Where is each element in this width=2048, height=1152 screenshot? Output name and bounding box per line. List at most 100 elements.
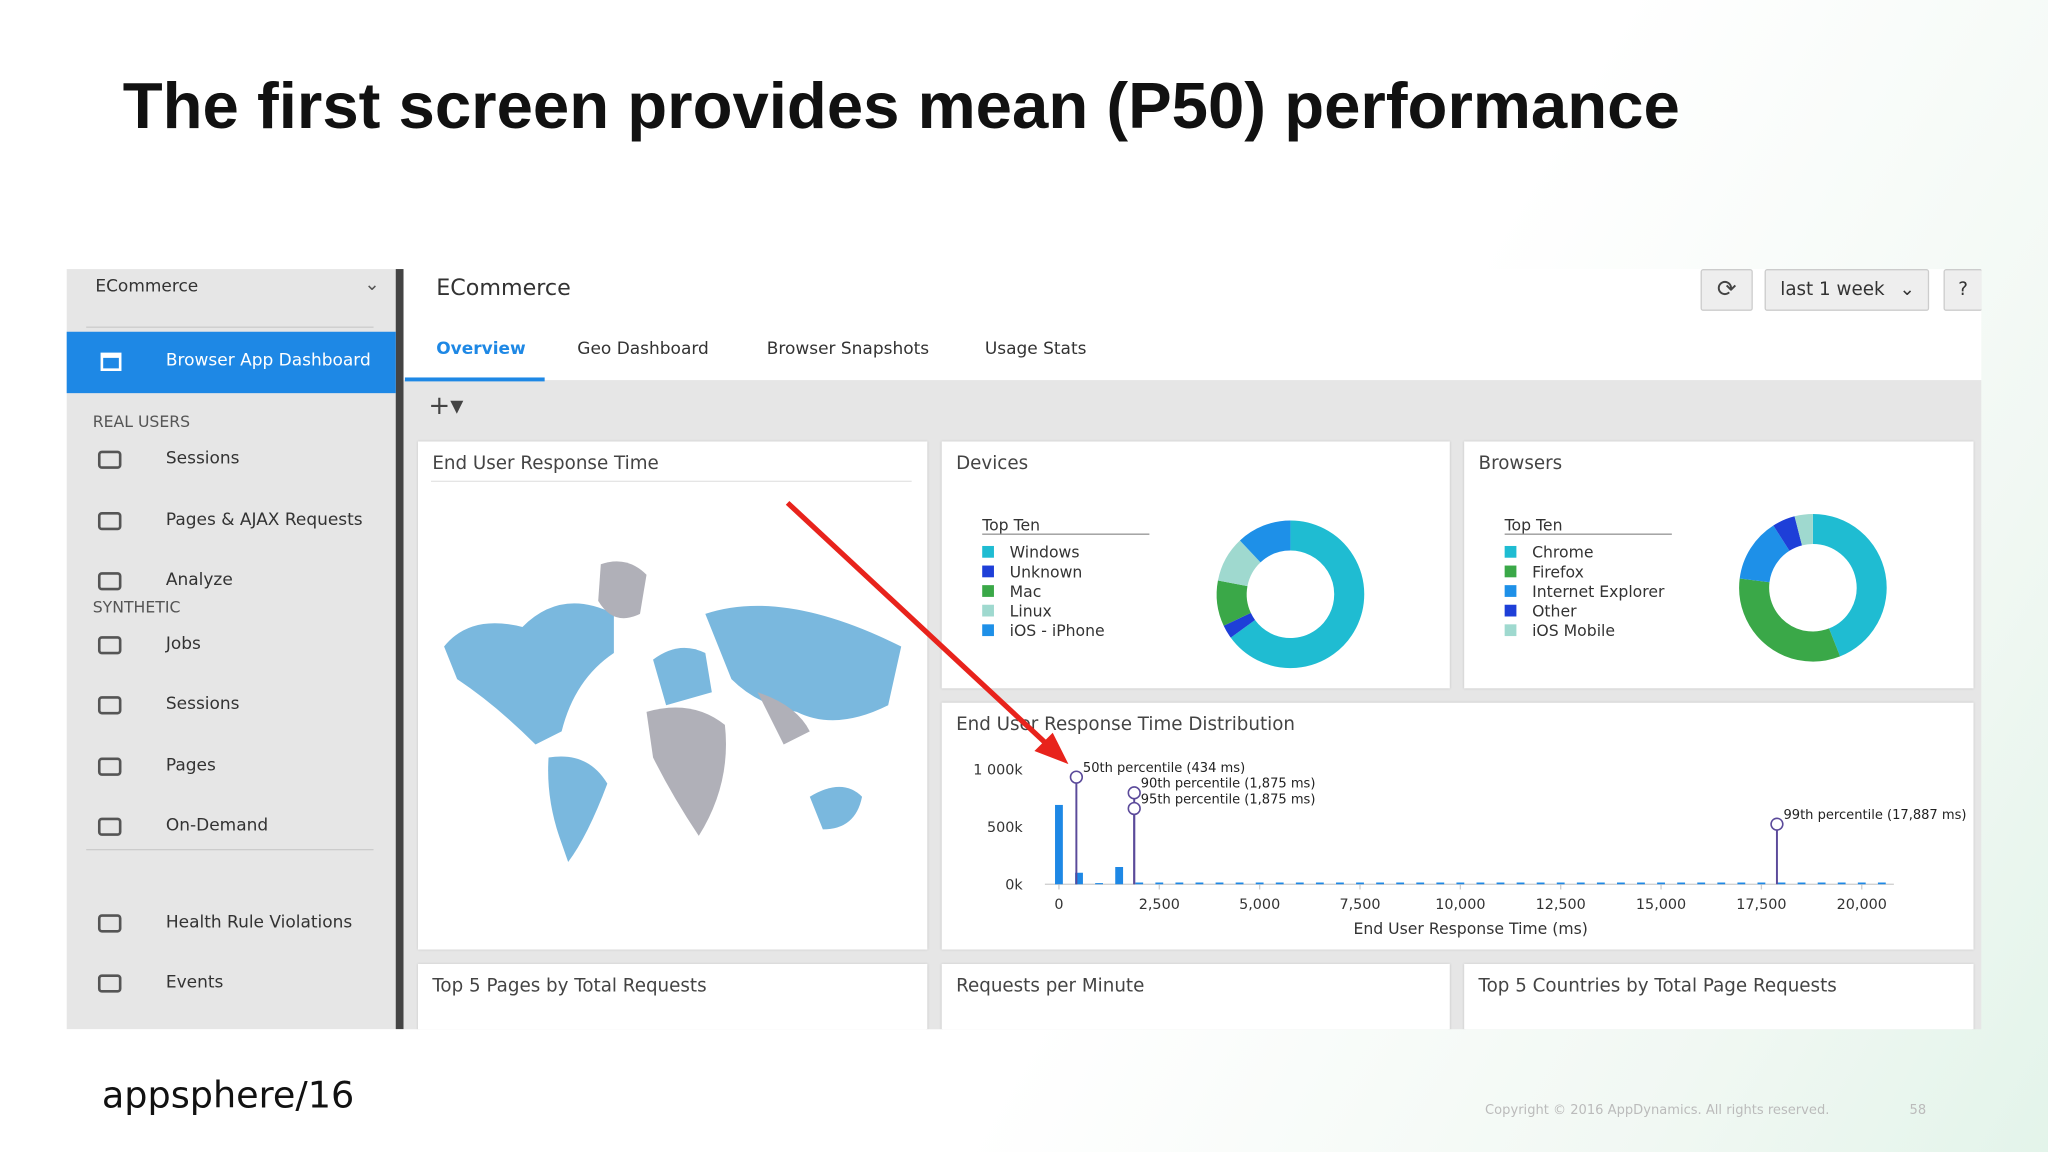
- section-heading: REAL USERS: [92, 412, 191, 432]
- x-tick-label: 12,500: [1536, 897, 1586, 913]
- percentile-marker: [1069, 770, 1084, 784]
- nav-item[interactable]: Pages & AJAX Requests: [165, 510, 363, 530]
- donut-segment: [1812, 513, 1887, 657]
- legend-label: Unknown: [1010, 562, 1083, 581]
- chevron: ⌄: [364, 274, 380, 296]
- pages-panel: Top 5 Pages by Total Requests: [417, 963, 928, 1030]
- nav-icon: [97, 974, 122, 993]
- bar: [1717, 882, 1726, 885]
- nav-item[interactable]: Analyze: [165, 570, 233, 591]
- legend-swatch: [1504, 585, 1517, 597]
- active-nav[interactable]: [66, 331, 396, 394]
- legend-label: Mac: [1010, 582, 1042, 601]
- donut-segment: [1223, 612, 1256, 638]
- bar: [1677, 882, 1686, 885]
- tab[interactable]: Usage Stats: [984, 339, 1087, 360]
- bar: [1536, 882, 1545, 885]
- legend-swatch: [1504, 604, 1517, 617]
- percentile-label: 95th percentile (1,875 ms): [1141, 792, 1316, 807]
- percentile-label: 50th percentile (434 ms): [1083, 761, 1245, 776]
- nav-item[interactable]: Sessions: [165, 449, 240, 469]
- legend-swatch: [982, 624, 994, 637]
- bar: [1637, 882, 1645, 885]
- bar: [1837, 882, 1846, 885]
- nav-item[interactable]: Pages: [165, 755, 216, 776]
- nav-item[interactable]: Sessions: [165, 694, 240, 715]
- x-axis-label: End User Response Time (ms): [1353, 919, 1587, 938]
- x-tick-label: 0: [1054, 897, 1063, 913]
- sidebar: [66, 269, 396, 1030]
- bar: [1275, 882, 1284, 885]
- nav-icon: [97, 450, 122, 469]
- legend-title: Top Ten: [981, 515, 1040, 534]
- tab[interactable]: Browser Snapshots: [766, 339, 930, 360]
- dashboard-screenshot: ECommerce ⌄ Browser App Dashboard EComme…: [66, 269, 1982, 1030]
- bar: [1436, 882, 1445, 885]
- distribution-panel: End User Response Time Distribution: [941, 702, 1974, 950]
- nav-icon: [100, 352, 122, 371]
- panel-title: Devices: [956, 453, 1029, 475]
- copyright: Copyright © 2016 AppDynamics. All rights…: [1485, 1103, 1830, 1119]
- bar: [1255, 882, 1264, 885]
- bar: [1556, 882, 1565, 885]
- donut-segment: [1217, 540, 1262, 587]
- panel-title: End User Response Time Distribution: [956, 714, 1296, 736]
- bar: [1155, 882, 1164, 885]
- nav-icon: [97, 817, 122, 836]
- bar: [1757, 882, 1766, 885]
- bar: [1496, 882, 1505, 885]
- page-title: ECommerce: [436, 275, 571, 302]
- bar: [1416, 882, 1425, 885]
- donut-segment: [1230, 520, 1365, 669]
- donut-segment: [1773, 516, 1803, 552]
- legend-label: Firefox: [1532, 562, 1584, 581]
- nav-item[interactable]: Jobs: [165, 634, 201, 654]
- nav-item[interactable]: On-Demand: [165, 816, 269, 836]
- y-tick-label: 500k: [987, 820, 1023, 836]
- time-range-select[interactable]: last 1 week ⌄: [1764, 269, 1930, 311]
- bar: [1797, 882, 1806, 885]
- panel-title: Top 5 Countries by Total Page Requests: [1478, 975, 1837, 997]
- legend-title: Top Ten: [1504, 515, 1563, 534]
- tab[interactable]: Geo Dashboard: [577, 339, 709, 360]
- bar: [1516, 882, 1525, 885]
- percentile-label: 90th percentile (1,875 ms): [1141, 777, 1316, 792]
- help-button[interactable]: ?: [1943, 269, 1982, 311]
- bar: [1075, 872, 1083, 885]
- bar: [1857, 882, 1866, 885]
- nav-icon: [97, 572, 122, 591]
- app-selector[interactable]: ECommerce: [95, 276, 199, 297]
- legend-label: Windows: [1010, 543, 1080, 562]
- nav-icon: [97, 635, 122, 654]
- bar: [1576, 882, 1585, 885]
- donut-segment: [1216, 580, 1252, 626]
- add-widget-button[interactable]: +▾: [428, 389, 464, 421]
- donut-segment: [1239, 520, 1292, 563]
- legend-label: iOS Mobile: [1532, 621, 1615, 640]
- divider: [86, 848, 374, 850]
- brand-edition: /16: [295, 1073, 355, 1117]
- dashboard: ECommerce ⌄ Browser App Dashboard EComme…: [66, 269, 1982, 1030]
- nav-item[interactable]: Events: [165, 973, 224, 993]
- refresh-button[interactable]: ⟳: [1700, 269, 1753, 311]
- bar: [1175, 882, 1184, 885]
- active-nav-label: Browser App Dashboard: [165, 351, 371, 371]
- countries-panel: Top 5 Countries by Total Page Requests: [1464, 963, 1974, 1030]
- percentile-marker: [1127, 786, 1141, 800]
- legend-swatch: [1504, 565, 1517, 578]
- y-tick-label: 0k: [1005, 877, 1023, 893]
- percentile-marker: [1127, 801, 1141, 816]
- bar: [1817, 882, 1826, 885]
- nav-item[interactable]: Health Rule Violations: [165, 912, 353, 932]
- legend-swatch: [1504, 545, 1517, 558]
- pointer-arrowhead: [1034, 732, 1069, 765]
- donut-segment: [1739, 525, 1791, 583]
- bar: [1295, 882, 1304, 885]
- bar: [1055, 804, 1063, 885]
- panel-title: Requests per Minute: [956, 975, 1145, 997]
- percentile-marker: [1770, 817, 1784, 831]
- brand: appsphere/16: [102, 1074, 354, 1117]
- tab[interactable]: Overview: [436, 339, 526, 360]
- time-range: last 1 week: [1780, 279, 1885, 301]
